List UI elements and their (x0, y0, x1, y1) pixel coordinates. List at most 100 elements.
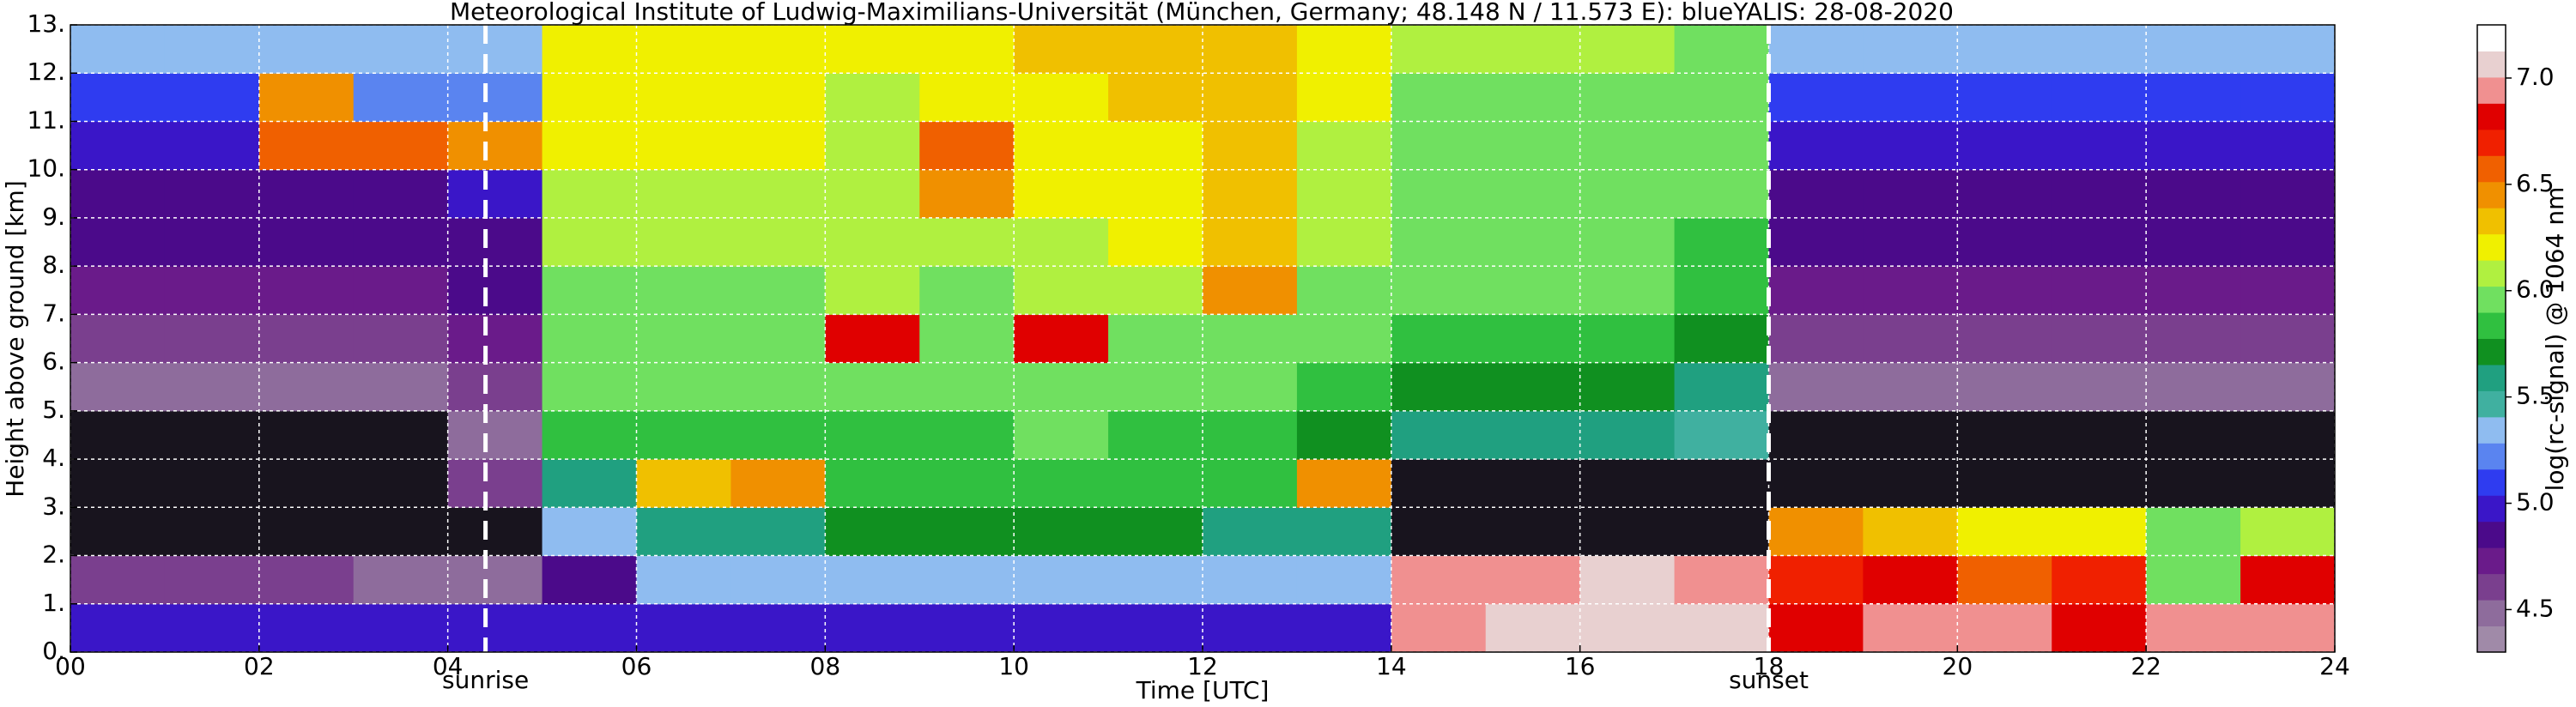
heatmap-cell (258, 362, 355, 412)
heatmap-cell (1863, 121, 1958, 171)
x-tick-label: 24 (2319, 652, 2350, 680)
heatmap-cell (1014, 507, 1109, 557)
colorbar-tick-label: 6.0 (2516, 275, 2555, 304)
heatmap-cell (1768, 555, 1864, 605)
heatmap-cell (1579, 507, 1676, 557)
heatmap-cell (2052, 507, 2147, 557)
heatmap-cell (2240, 25, 2336, 74)
heatmap-cell (1674, 266, 1769, 315)
heatmap-cell (542, 169, 637, 219)
heatmap-cell (1674, 121, 1769, 171)
heatmap-cell (70, 459, 166, 508)
heatmap-cell (2240, 217, 2336, 267)
heatmap-cell (825, 25, 920, 74)
heatmap-cell (825, 410, 920, 460)
heatmap-cell (1674, 314, 1769, 364)
heatmap-cell (2052, 459, 2147, 508)
colorbar-segment (2477, 103, 2506, 130)
heatmap-cell (1579, 266, 1676, 315)
heatmap-cell (447, 73, 543, 122)
heatmap-cell (730, 121, 826, 171)
heatmap-cell (1485, 459, 1581, 508)
heatmap-cell (542, 25, 637, 74)
heatmap-cell (1203, 459, 1298, 508)
heatmap-cell (353, 217, 449, 267)
heatmap-cell (919, 507, 1015, 557)
heatmap-cell (825, 314, 920, 364)
heatmap-cell (1296, 266, 1392, 315)
x-tick-label: 16 (1565, 652, 1596, 680)
heatmap-cell (2146, 410, 2241, 460)
heatmap-cell (1957, 25, 2052, 74)
heatmap-cell (1863, 314, 1958, 364)
colorbar-segment (2477, 181, 2506, 208)
heatmap-cell (636, 266, 731, 315)
heatmap-cell (1674, 410, 1769, 460)
heatmap-cell (70, 121, 166, 171)
heatmap-cell (919, 217, 1015, 267)
heatmap-cell (2052, 314, 2147, 364)
heatmap-cell (1768, 507, 1864, 557)
colorbar-segment (2477, 233, 2506, 261)
heatmap-cell (70, 314, 166, 364)
heatmap-cell (1485, 410, 1581, 460)
heatmap-cell (1957, 266, 2052, 315)
heatmap-cell (2146, 266, 2241, 315)
heatmap-cell (1485, 362, 1581, 412)
colorbar-segment (2477, 625, 2506, 653)
heatmap-cell (825, 507, 920, 557)
heatmap-cell (1203, 217, 1298, 267)
heatmap-cell (636, 507, 731, 557)
heatmap-cell (2146, 555, 2241, 605)
heatmap-cell (1014, 410, 1109, 460)
heatmap-cell (1768, 169, 1864, 219)
heatmap-cell (542, 121, 637, 171)
heatmap-cell (1391, 25, 1487, 74)
heatmap-cell (1203, 362, 1298, 412)
heatmap-cell (258, 121, 355, 171)
heatmap-cell (1391, 314, 1487, 364)
heatmap-cell (1108, 266, 1203, 315)
heatmap-cell (825, 459, 920, 508)
heatmap-cell (70, 507, 166, 557)
heatmap-cell (1391, 507, 1487, 557)
heatmap-cell (1108, 25, 1203, 74)
heatmap-cell (1674, 507, 1769, 557)
heatmap-cell (1014, 121, 1109, 171)
heatmap-cell (1296, 169, 1392, 219)
heatmap-cell (1768, 362, 1864, 412)
heatmap-cell (353, 314, 449, 364)
heatmap-cell (1108, 217, 1203, 267)
heatmap-cell (1485, 555, 1581, 605)
heatmap-cell (258, 217, 355, 267)
heatmap-cell (447, 25, 543, 74)
heatmap-cell (1863, 73, 1958, 122)
heatmap-cell (730, 459, 826, 508)
heatmap-cell (542, 314, 637, 364)
heatmap-cell (1579, 25, 1676, 74)
heatmap-cell (825, 121, 920, 171)
heatmap-cell (1674, 603, 1769, 653)
heatmap-cell (258, 459, 355, 508)
y-tick-label: 4. (42, 444, 65, 472)
y-tick-label: 1. (42, 589, 65, 617)
heatmap-cell (1674, 217, 1769, 267)
heatmap-cell (1296, 603, 1392, 653)
heatmap-cell (1296, 410, 1392, 460)
heatmap-cell (542, 555, 637, 605)
heatmap-cell (730, 555, 826, 605)
heatmap-cell (1203, 121, 1298, 171)
heatmap-cell (919, 121, 1015, 171)
colorbar-tick-label: 5.5 (2516, 382, 2555, 410)
heatmap-cell (1863, 507, 1958, 557)
colorbar-segment (2477, 573, 2506, 601)
heatmap-cell (2146, 459, 2241, 508)
heatmap-cell (1014, 169, 1109, 219)
heatmap-cell (1579, 314, 1676, 364)
heatmap-cell (1768, 217, 1864, 267)
heatmap-cell (447, 314, 543, 364)
heatmap-cell (919, 555, 1015, 605)
colorbar-segment (2477, 286, 2506, 313)
heatmap-cell (636, 314, 731, 364)
